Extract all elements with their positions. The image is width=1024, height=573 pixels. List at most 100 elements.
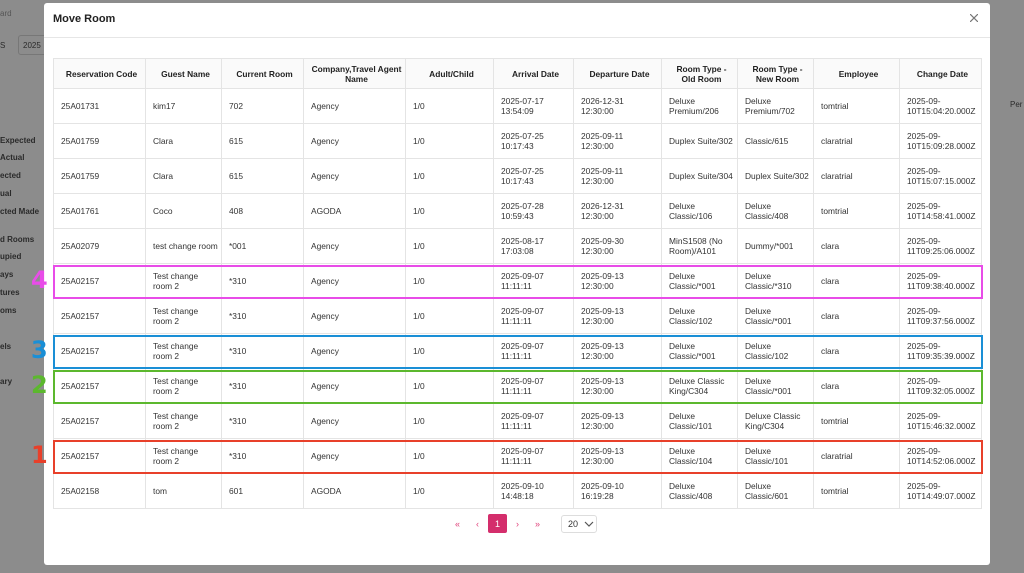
table-cell: 2025-07-25 10:17:43 (493, 123, 574, 159)
table-cell: 1/0 (405, 123, 494, 159)
table-cell: Deluxe Classic/408 (737, 193, 814, 229)
table-cell: 2025-09-10T15:07:15.000Z (899, 158, 982, 194)
table-head: Reservation Code Guest Name Current Room Co… (53, 58, 982, 89)
table-cell: 1/0 (405, 158, 494, 194)
prev-page[interactable]: ‹ (476, 518, 479, 529)
table-cell: Deluxe Classic/102 (737, 333, 814, 369)
sidebar-label: ays (0, 270, 14, 279)
table-cell: Test change room 2 (145, 263, 222, 299)
table-cell: Deluxe Classic/101 (661, 403, 738, 439)
table-cell: tomtrial (813, 193, 900, 229)
table-cell: 615 (221, 158, 304, 194)
highlight-number: 1 (31, 441, 48, 469)
table-cell: 1/0 (405, 88, 494, 124)
table-cell: 2025-09-10T15:04:20.000Z (899, 88, 982, 124)
table-row: 25A02157 Test change room 2 *310 Agency 1/0 2… (53, 298, 982, 334)
table-cell: 2025-07-17 13:54:09 (493, 88, 574, 124)
table-cell: Duplex Suite/304 (661, 158, 738, 194)
table-cell: 2025-09-07 11:11:11 (493, 403, 574, 439)
table-row: 25A01759 Clara 615 Agency 1/0 2025-07-25 10:1… (53, 158, 982, 194)
table-cell: 2025-09-13 12:30:00 (573, 333, 662, 369)
pagination: « ‹ 1 › » 20 (448, 514, 597, 533)
table-cell: Deluxe Premium/702 (737, 88, 814, 124)
table-cell: Deluxe Classic/106 (661, 193, 738, 229)
table-cell: Duplex Suite/302 (737, 158, 814, 194)
table-cell: 2025-09-10T15:09:28.000Z (899, 123, 982, 159)
close-button[interactable] (970, 14, 978, 22)
table-wrap: Reservation Code Guest Name Current Room Co… (53, 58, 982, 509)
table-cell: Test change room 2 (145, 403, 222, 439)
table-cell: claratrial (813, 158, 900, 194)
modal: Move Room Reservation Code Guest Name Curr… (44, 3, 990, 565)
table-cell: AGODA (303, 473, 406, 509)
table-cell: *001 (221, 228, 304, 264)
table-cell: 2026-12-31 12:30:00 (573, 193, 662, 229)
page-size[interactable]: 20 (561, 514, 597, 533)
table-cell: Deluxe Classic/408 (661, 473, 738, 509)
table-cell: test change room (145, 228, 222, 264)
table-cell: Classic/615 (737, 123, 814, 159)
table-cell: claratrial (813, 438, 900, 474)
table-cell: Agency (303, 158, 406, 194)
column-header: Reservation Code (53, 58, 146, 89)
table-cell: Agency (303, 123, 406, 159)
table-cell: Agency (303, 403, 406, 439)
table-cell: 25A02157 (53, 403, 146, 439)
table-cell: MinS1508 (No Room)/A101 (661, 228, 738, 264)
table-cell: Deluxe Classic/601 (737, 473, 814, 509)
table-cell: clara (813, 298, 900, 334)
table-cell: Agency (303, 438, 406, 474)
table-cell: 2025-09-10T14:49:07.000Z (899, 473, 982, 509)
highlight-box (52, 439, 983, 474)
table-cell: 408 (221, 193, 304, 229)
filter-label: S (0, 41, 6, 50)
table-cell: *310 (221, 368, 304, 404)
table-cell: 2025-09-30 12:30:00 (573, 228, 662, 264)
table-cell: 2025-09-13 12:30:00 (573, 298, 662, 334)
table-cell: claratrial (813, 123, 900, 159)
table-cell: Deluxe Premium/206 (661, 88, 738, 124)
last-page[interactable]: » (534, 518, 540, 529)
table-cell: tomtrial (813, 88, 900, 124)
table-cell: *310 (221, 403, 304, 439)
sidebar-label: cted Made (0, 207, 40, 216)
breadcrumb: ard (0, 9, 12, 18)
table-cell: 2025-09-10 16:19:28 (573, 473, 662, 509)
table-cell: Deluxe Classic King/C304 (737, 403, 814, 439)
table-cell: Clara (145, 123, 222, 159)
sidebar-label: ary (0, 377, 13, 386)
highlight-number: 4 (31, 266, 48, 294)
table-cell: 2025-09-11T09:35:39.000Z (899, 333, 982, 369)
next-page[interactable]: › (516, 518, 519, 529)
highlight-box (52, 369, 983, 404)
column-header: Change Date (899, 58, 982, 89)
highlight-box (52, 264, 983, 299)
table-cell: 25A01761 (53, 193, 146, 229)
table-cell: 1/0 (405, 438, 494, 474)
current-page[interactable]: 1 (488, 514, 507, 533)
table-row: 25A01761 Coco 408 AGODA 1/0 2025-07-28 10:59:… (53, 193, 982, 229)
table-cell: 1/0 (405, 298, 494, 334)
table-cell: 1/0 (405, 228, 494, 264)
column-header: Adult/Child (405, 58, 494, 89)
sidebar-label: upied (0, 252, 22, 261)
table-cell: Duplex Suite/302 (661, 123, 738, 159)
table-cell: Agency (303, 298, 406, 334)
table-cell: 25A02157 (53, 263, 146, 299)
table-cell: clara (813, 228, 900, 264)
table-cell: 1/0 (405, 333, 494, 369)
table-cell: 25A02157 (53, 333, 146, 369)
column-header: Employee (813, 58, 900, 89)
table-cell: 615 (221, 123, 304, 159)
first-page[interactable]: « (454, 518, 460, 529)
column-header: Room Type - Old Room (661, 58, 738, 89)
table-cell: Test change room 2 (145, 438, 222, 474)
column-header: Departure Date (573, 58, 662, 89)
modal-header: Move Room (44, 3, 990, 38)
table-cell: 25A02158 (53, 473, 146, 509)
table-cell: 2025-09-10T15:46:32.000Z (899, 403, 982, 439)
table-cell: 2025-09-11T09:38:40.000Z (899, 263, 982, 299)
highlight-number: 2 (31, 371, 48, 399)
sidebar-label: ected (0, 171, 21, 180)
table-cell: clara (813, 263, 900, 299)
